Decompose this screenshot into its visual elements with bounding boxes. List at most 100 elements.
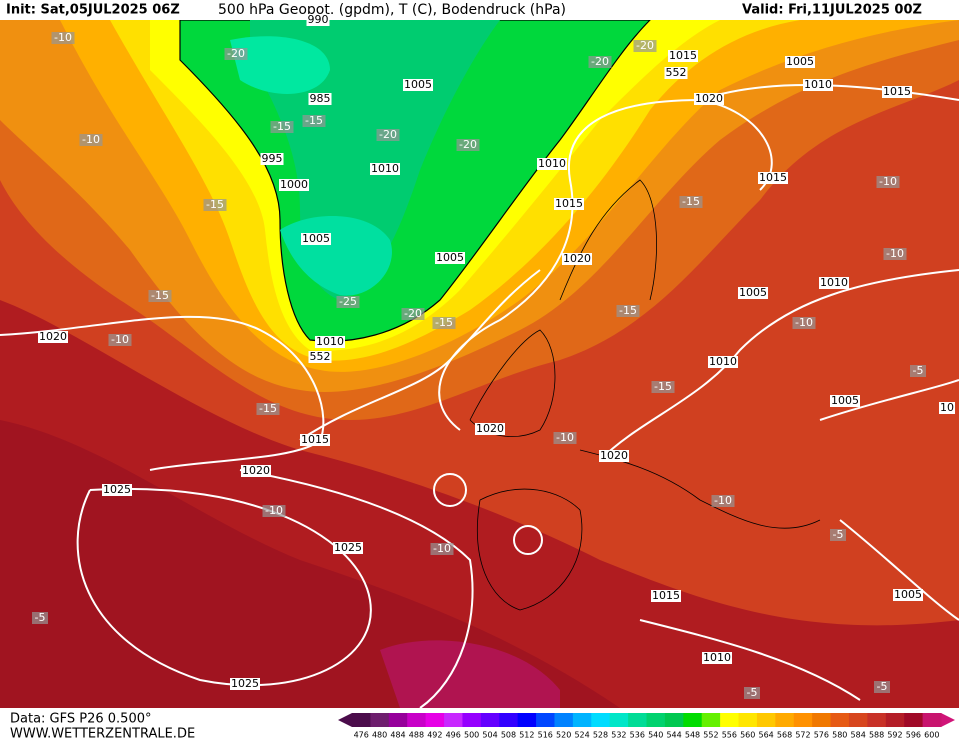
- colorbar-label: 488: [409, 731, 424, 740]
- isobar-label: 1025: [103, 483, 131, 496]
- temperature-label: -15: [259, 402, 277, 415]
- colorbar-swatch: [444, 713, 463, 727]
- colorbar-label: 560: [740, 731, 755, 740]
- temperature-label: -10: [111, 333, 129, 346]
- isobar-label-bg: [537, 158, 567, 170]
- colorbar-label: 508: [501, 731, 516, 740]
- colorbar-label: 492: [427, 731, 442, 740]
- temperature-label: -5: [833, 528, 844, 541]
- isobar-label: 1010: [709, 355, 737, 368]
- temperature-label: -10: [265, 504, 283, 517]
- isobar-label: 1025: [231, 677, 259, 690]
- isobar-label-bg: [241, 465, 271, 477]
- temperature-label: -20: [591, 55, 609, 68]
- isobar-label: 1010: [804, 78, 832, 91]
- isobar-label-bg: [333, 542, 363, 554]
- isobar-label-bg: [230, 678, 260, 690]
- colorbar-swatch: [609, 713, 629, 727]
- colorbar-label: 564: [759, 731, 774, 740]
- colorbar-label: 500: [464, 731, 479, 740]
- colorbar-swatch: [554, 713, 574, 727]
- isobar-label-bg: [893, 589, 923, 601]
- isobar-label-bg: [830, 395, 860, 407]
- isobar-label: 1020: [563, 252, 591, 265]
- isobar-label-bg: [939, 402, 955, 414]
- temp-label-bg: [79, 134, 103, 146]
- temp-label-bg: [883, 248, 907, 260]
- isobar-label: 990: [308, 13, 329, 26]
- temp-label-bg: [256, 403, 280, 415]
- isobar-label: 1015: [759, 171, 787, 184]
- isobar-label: 1010: [703, 651, 731, 664]
- temp-label-bg: [302, 115, 326, 127]
- temp-label-bg: [616, 305, 640, 317]
- colorbar-swatch: [646, 713, 666, 727]
- isobar-label-bg: [475, 423, 505, 435]
- temperature-label: -10: [886, 247, 904, 260]
- temp-label-bg: [830, 529, 846, 541]
- isobar-label: 1015: [652, 589, 680, 602]
- temperature-label: -15: [682, 195, 700, 208]
- temperature-label: -15: [619, 304, 637, 317]
- isobar-label-bg: [260, 153, 284, 165]
- temperature-label: -15: [151, 289, 169, 302]
- map-area: [0, 19, 959, 709]
- colorbar-swatch: [517, 713, 537, 727]
- colorbar-label: 568: [777, 731, 792, 740]
- isobar-label-bg: [308, 351, 332, 363]
- isobar-label: 1020: [600, 449, 628, 462]
- isobar-label-bg: [370, 163, 400, 175]
- temperature-label: -10: [433, 542, 451, 555]
- colorbar-swatch: [756, 713, 776, 727]
- colorbar-swatch: [628, 713, 647, 727]
- isobar-label-bg: [306, 14, 330, 26]
- temperature-label: -5: [747, 686, 758, 699]
- isobar-label: 1000: [280, 178, 308, 191]
- header-bg: [0, 0, 959, 20]
- colorbar-swatch: [683, 713, 703, 727]
- temperature-label: -10: [714, 494, 732, 507]
- temp-label-bg: [910, 365, 926, 377]
- colorbar-label: 516: [538, 731, 553, 740]
- isobar-label-bg: [301, 233, 331, 245]
- temp-label-bg: [792, 317, 816, 329]
- isobar-label-bg: [738, 287, 768, 299]
- temp-label-bg: [679, 196, 703, 208]
- temp-label-bg: [588, 56, 612, 68]
- colorbar-swatch: [462, 713, 482, 727]
- init-time: Init: Sat,05JUL2025 06Z: [6, 3, 180, 18]
- colorbar-swatch: [738, 713, 758, 727]
- colorbar-label: 528: [593, 731, 608, 740]
- temperature-label: -15: [206, 198, 224, 211]
- colorbar-label: 484: [390, 731, 405, 740]
- temperature-label: -15: [435, 316, 453, 329]
- temp-label-bg: [401, 308, 425, 320]
- temperature-label: -20: [404, 307, 422, 320]
- isobar-label: 552: [666, 66, 687, 79]
- colorbar-swatch: [370, 713, 390, 727]
- temp-label-bg: [456, 139, 480, 151]
- isobar-label: 1015: [669, 49, 697, 62]
- colorbar-swatch: [572, 713, 592, 727]
- isobar-label-bg: [300, 434, 330, 446]
- colorbar-swatch: [904, 713, 924, 727]
- temp-label-bg: [51, 32, 75, 44]
- colorbar-swatch: [775, 713, 795, 727]
- colorbar-swatch: [848, 713, 868, 727]
- colorbar-label: 576: [814, 731, 829, 740]
- temp-label-bg: [874, 681, 890, 693]
- isobar-label: 1015: [555, 197, 583, 210]
- isobar-label: 995: [262, 152, 283, 165]
- isobar-label: 1020: [695, 92, 723, 105]
- temp-label-bg: [876, 176, 900, 188]
- isobar-label: 1010: [371, 162, 399, 175]
- colorbar-label: 540: [648, 731, 663, 740]
- isobar-label: 1025: [334, 541, 362, 554]
- temperature-label: -5: [913, 364, 924, 377]
- temperature-label: -15: [305, 114, 323, 127]
- isobar-label-bg: [882, 86, 912, 98]
- temperature-label: -20: [459, 138, 477, 151]
- valid-time: Valid: Fri,11JUL2025 00Z: [742, 3, 922, 18]
- temp-label-bg: [270, 121, 294, 133]
- colorbar-label: 572: [795, 731, 810, 740]
